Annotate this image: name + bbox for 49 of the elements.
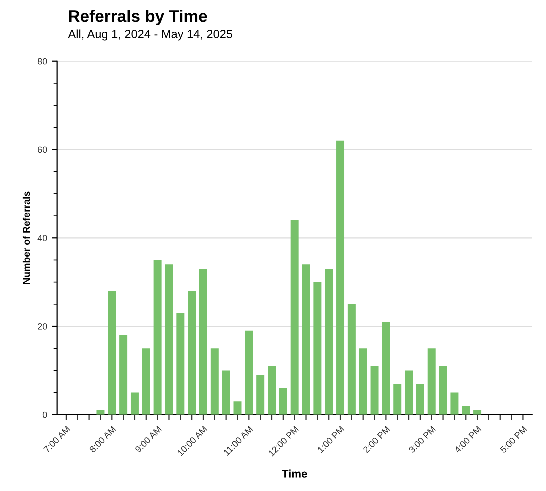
bar [382, 322, 390, 415]
bar [176, 313, 185, 415]
y-axis-title: Number of Referrals [22, 192, 30, 284]
x-tick-label: 8:00 AM [89, 426, 116, 454]
bar [210, 348, 219, 415]
bar [348, 304, 356, 415]
x-axis-title: Time [282, 470, 308, 478]
bar [302, 264, 310, 415]
bar [359, 348, 368, 415]
chart-title: Referrals by Time [69, 10, 208, 26]
y-tick-label: 80 [38, 58, 48, 65]
bar [405, 370, 414, 415]
x-tick-label: 5:00 PM [500, 426, 528, 454]
x-tick-label: 7:00 AM [44, 426, 71, 454]
y-tick-label: 20 [38, 323, 48, 330]
x-tick-label: 3:00 PM [408, 426, 436, 454]
bar [108, 291, 116, 415]
bar [336, 140, 345, 415]
bar [96, 410, 105, 415]
x-tick-label: 4:00 PM [454, 426, 482, 454]
bar [428, 348, 436, 415]
bar [450, 392, 459, 415]
x-tick-label: 9:00 AM [134, 426, 162, 454]
bar [474, 410, 482, 415]
bar [462, 406, 470, 415]
bar [154, 260, 162, 415]
y-tick-label: 40 [38, 235, 48, 242]
bar [290, 220, 299, 415]
bar [234, 402, 242, 415]
bar [416, 384, 424, 415]
chart-subtitle: All, Aug 1, 2024 - May 14, 2025 [68, 30, 232, 41]
y-tick-label: 60 [38, 146, 48, 154]
bar [268, 366, 276, 415]
bar [439, 366, 448, 415]
bar [222, 370, 230, 415]
bar [279, 388, 288, 415]
bar [370, 366, 379, 415]
y-tick-label: 0 [42, 412, 48, 418]
bar [245, 330, 254, 415]
bar [188, 291, 196, 415]
bar [130, 392, 139, 415]
bar [199, 269, 208, 415]
bar [165, 264, 174, 415]
bar [256, 375, 265, 415]
bar [120, 335, 128, 415]
bar [325, 269, 334, 415]
bar [142, 348, 150, 415]
bar [314, 282, 322, 415]
bar [394, 384, 402, 415]
